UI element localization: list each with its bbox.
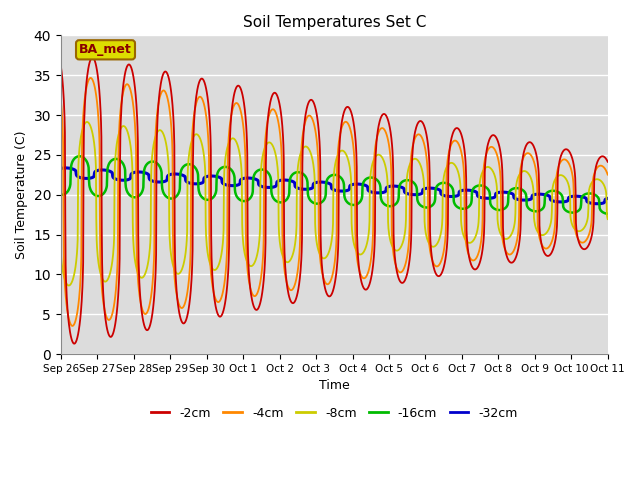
- X-axis label: Time: Time: [319, 379, 349, 392]
- Title: Soil Temperatures Set C: Soil Temperatures Set C: [243, 15, 426, 30]
- Y-axis label: Soil Temperature (C): Soil Temperature (C): [15, 131, 28, 259]
- Text: BA_met: BA_met: [79, 43, 132, 56]
- Legend: -2cm, -4cm, -8cm, -16cm, -32cm: -2cm, -4cm, -8cm, -16cm, -32cm: [146, 402, 523, 425]
